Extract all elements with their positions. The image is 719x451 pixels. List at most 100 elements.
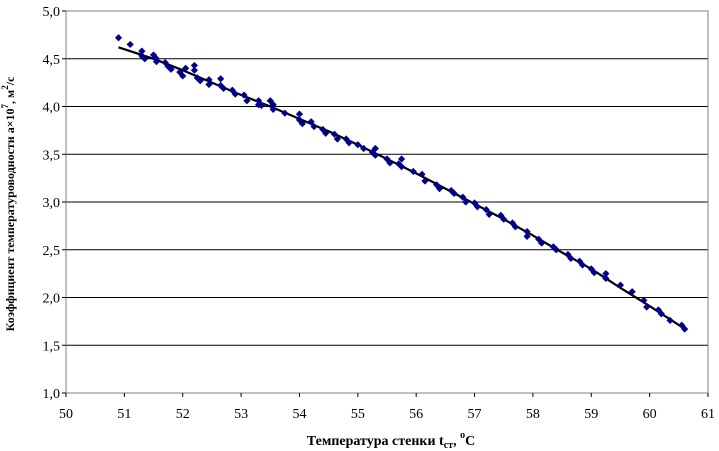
data-point	[459, 193, 467, 201]
x-tick-label: 55	[351, 407, 365, 422]
y-tick-label: 3,5	[43, 148, 61, 163]
data-point	[602, 274, 610, 282]
x-tick-label: 60	[643, 407, 657, 422]
x-tick-label: 61	[701, 407, 715, 422]
data-point	[295, 110, 304, 118]
x-tick-label: 58	[526, 407, 540, 422]
data-point	[298, 120, 306, 128]
y-tick-labels: 1,0 1,5 2,0 2,5 3,0 3,5 4,0 4,5 5,0	[43, 5, 61, 402]
data-point	[628, 288, 636, 296]
data-point	[240, 91, 248, 99]
data-point	[205, 80, 213, 89]
data-point	[217, 75, 225, 83]
y-tick-label: 2,0	[43, 292, 61, 307]
data-point	[450, 189, 458, 198]
data-point	[616, 281, 625, 289]
data-point	[552, 246, 560, 254]
data-point	[228, 86, 236, 94]
y-tick-label: 3,0	[43, 196, 61, 211]
data-point	[523, 232, 531, 240]
y-tick-label: 4,5	[43, 53, 61, 68]
data-point	[371, 151, 379, 159]
data-point	[310, 122, 318, 131]
y-tick-label: 1,5	[43, 339, 61, 354]
x-tick-label: 56	[409, 407, 423, 422]
y-tick-label: 1,0	[43, 387, 61, 402]
data-point	[590, 269, 598, 277]
data-point	[654, 306, 662, 314]
data-point	[269, 100, 277, 109]
data-point	[473, 203, 482, 211]
data-point	[435, 185, 444, 193]
data-point	[470, 199, 479, 207]
data-point	[578, 261, 587, 269]
data-point	[319, 125, 327, 134]
data-point	[643, 303, 651, 311]
data-point	[538, 239, 546, 247]
data-point	[508, 219, 517, 227]
data-point	[167, 65, 175, 73]
data-point	[564, 250, 572, 259]
data-point	[333, 135, 341, 143]
data-point	[657, 310, 665, 318]
data-point	[421, 177, 429, 185]
x-tick-labels: 50 51 52 53 54 55 56 57 58 59 60 61	[59, 407, 715, 422]
data-point	[602, 270, 610, 278]
data-point	[190, 66, 198, 74]
x-tick-label: 57	[468, 407, 482, 422]
x-tick-label: 54	[292, 407, 306, 422]
y-axis-title: Коэффициент температуроводности a×107, м…	[0, 76, 17, 331]
x-tick-label: 59	[584, 407, 598, 422]
x-tick-label: 50	[59, 407, 73, 422]
data-point	[681, 325, 689, 333]
y-tick-label: 4,0	[43, 101, 61, 116]
x-axis-title: Температура стенки tст, oC	[307, 430, 475, 451]
data-point	[219, 84, 228, 92]
data-point	[138, 52, 146, 60]
data-point	[567, 254, 575, 262]
data-point	[409, 167, 417, 176]
data-point	[205, 76, 213, 84]
data-point	[231, 90, 239, 98]
data-point	[482, 206, 490, 214]
data-point	[500, 215, 508, 223]
data-point	[141, 55, 149, 63]
data-point	[307, 118, 315, 126]
data-point	[511, 223, 519, 231]
y-tick-label: 2,5	[43, 244, 61, 259]
data-point	[666, 316, 674, 325]
data-point	[196, 77, 204, 85]
data-point	[397, 163, 406, 171]
trendline-group	[118, 46, 685, 330]
x-tick-label: 53	[234, 407, 248, 422]
data-point	[255, 97, 263, 105]
data-point	[523, 228, 531, 236]
data-point	[462, 198, 470, 206]
axis-ticks	[62, 10, 709, 397]
data-point	[360, 144, 368, 153]
data-point	[576, 257, 584, 265]
x-tick-label: 51	[117, 407, 131, 422]
trendline	[118, 46, 685, 330]
data-point	[397, 155, 406, 163]
data-point	[322, 129, 330, 137]
data-point	[266, 97, 274, 105]
y-tick-label: 5,0	[43, 5, 61, 20]
data-point	[345, 139, 353, 147]
data-point	[138, 47, 146, 55]
data-point	[269, 105, 277, 113]
data-point	[243, 97, 251, 105]
data-point	[386, 159, 394, 167]
data-point	[114, 34, 123, 42]
data-point	[255, 100, 263, 109]
data-point	[368, 148, 377, 156]
data-point	[281, 109, 289, 117]
data-point	[257, 101, 266, 110]
data-point	[152, 58, 161, 66]
data-point	[190, 61, 198, 70]
data-point	[330, 130, 339, 138]
data-point	[640, 296, 648, 304]
data-point	[371, 144, 379, 153]
x-tick-label: 52	[176, 407, 190, 422]
